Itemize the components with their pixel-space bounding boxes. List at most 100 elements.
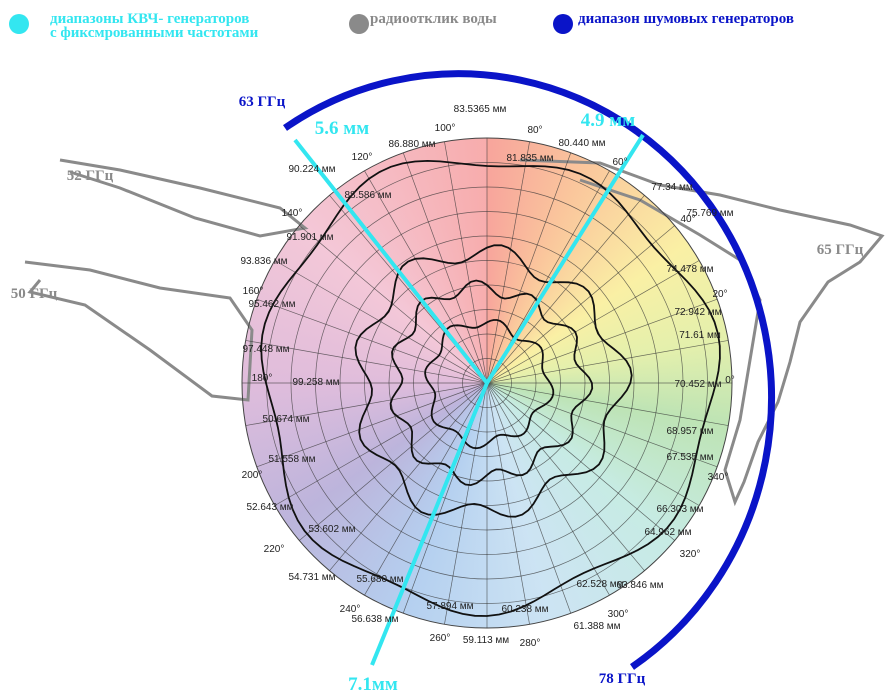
degree-label: 100° — [435, 123, 456, 134]
wavelength-label: 70.452 мм — [674, 379, 721, 390]
degree-label: 200° — [242, 470, 263, 481]
legend-dot — [9, 14, 29, 34]
wavelength-label: 63.846 мм — [616, 580, 663, 591]
radial-line — [299, 382, 488, 541]
degree-label: 120° — [352, 152, 373, 163]
radial-line — [245, 340, 488, 384]
measured-curve — [424, 319, 555, 450]
radial-line — [486, 298, 718, 384]
radial-line — [256, 382, 488, 468]
big-label: 50 ГГц — [11, 286, 58, 302]
wavelength-label: 83.5365 мм — [454, 104, 507, 115]
radial-line — [274, 260, 488, 384]
big-label: 78 ГГц — [599, 671, 646, 687]
radial-line — [299, 225, 488, 384]
wavelength-label: 95.462 мм — [248, 299, 295, 310]
wavelength-label: 91.901 мм — [286, 232, 333, 243]
degree-label: 180° — [252, 373, 273, 384]
wavelength-label: 81.835 мм — [506, 153, 553, 164]
radial-line — [486, 382, 645, 571]
wavelength-label: 86.880 мм — [388, 139, 435, 150]
radial-line — [364, 382, 488, 596]
wavelength-label: 75.769 мм — [686, 208, 733, 219]
legend-text: диапазон шумовых генераторов — [578, 11, 794, 27]
wavelength-label: 62.528 мм — [576, 579, 623, 590]
radial-line — [486, 382, 718, 468]
degree-label: 280° — [520, 638, 541, 649]
radial-line — [486, 195, 645, 384]
wavelength-label: 80.440 мм — [558, 138, 605, 149]
big-label: 7.1мм — [348, 674, 398, 695]
wavelength-label: 67.535 мм — [666, 452, 713, 463]
radial-line — [274, 382, 488, 506]
legend-text: радиоотклик воды — [370, 11, 497, 27]
legend-text: с фиксмрованными частотами — [50, 25, 259, 41]
radial-line — [486, 382, 530, 625]
radial-line — [486, 382, 572, 614]
measured-curve — [260, 159, 721, 617]
wavelength-label: 54.731 мм — [288, 572, 335, 583]
noise-arc — [283, 70, 775, 670]
wavelength-label: 71.61 мм — [679, 330, 721, 341]
measured-curve — [354, 244, 633, 518]
wavelength-label: 59.113 мм — [463, 635, 509, 646]
big-label: 5.6 мм — [315, 118, 369, 139]
fixed-line — [485, 133, 645, 385]
radial-line — [486, 340, 729, 384]
wavelength-label: 88.586 мм — [344, 190, 391, 201]
big-label: 63 ГГц — [239, 94, 286, 110]
degree-label: 240° — [340, 604, 361, 615]
legend-dot — [349, 14, 369, 34]
wavelength-label: 66.303 мм — [656, 504, 703, 515]
radial-line — [256, 298, 488, 384]
big-label: 52 ГГц — [67, 168, 114, 184]
degree-label: 60° — [612, 157, 627, 168]
degree-label: 20° — [712, 289, 727, 300]
wavelength-label: 55.680 мм — [356, 574, 403, 585]
radial-line — [486, 382, 729, 426]
wavelength-label: 68.957 мм — [666, 426, 713, 437]
wavelength-label: 51.558 мм — [268, 454, 315, 465]
fixed-line — [293, 138, 489, 385]
degree-label: 320° — [680, 549, 701, 560]
degree-label: 80° — [527, 125, 542, 136]
radial-line — [329, 382, 488, 571]
radial-line — [486, 141, 530, 384]
big-label: 4.9 мм — [581, 110, 635, 131]
big-label: 65 ГГц — [817, 242, 864, 258]
wavelength-label: 57.894 мм — [426, 601, 473, 612]
radial-line — [486, 382, 675, 541]
wavelength-label: 50.674 мм — [262, 414, 309, 425]
water-outline — [24, 260, 254, 402]
degree-label: 220° — [264, 544, 285, 555]
degree-label: 40° — [680, 214, 695, 225]
wavelength-label: 72.942 мм — [674, 307, 721, 318]
degree-label: 340° — [708, 472, 729, 483]
wavelength-label: 97.448 мм — [242, 344, 289, 355]
legend-text: диапазоны КВЧ- генераторов — [50, 11, 249, 27]
radial-line — [486, 152, 572, 384]
fixed-line — [370, 382, 489, 666]
degree-label: 160° — [243, 286, 264, 297]
degree-label: 140° — [282, 208, 303, 219]
wavelength-label: 61.388 мм — [573, 621, 620, 632]
degree-label: 260° — [430, 633, 451, 644]
radial-line — [245, 382, 488, 426]
radial-line — [444, 382, 488, 625]
radial-line — [486, 382, 610, 596]
wavelength-label: 53.602 мм — [308, 524, 355, 535]
legend-dot — [553, 14, 573, 34]
wavelength-label: 93.836 мм — [240, 256, 287, 267]
measured-curve — [389, 279, 594, 487]
radial-line — [402, 152, 488, 384]
wavelength-label: 60.238 мм — [501, 604, 548, 615]
radial-line — [486, 225, 675, 384]
wavelength-label: 77.34 мм — [651, 182, 693, 193]
degree-label: 300° — [608, 609, 629, 620]
wavelength-label: 56.638 мм — [351, 614, 398, 625]
water-outline — [59, 158, 309, 238]
radial-line — [486, 382, 700, 506]
radial-line — [486, 260, 700, 384]
